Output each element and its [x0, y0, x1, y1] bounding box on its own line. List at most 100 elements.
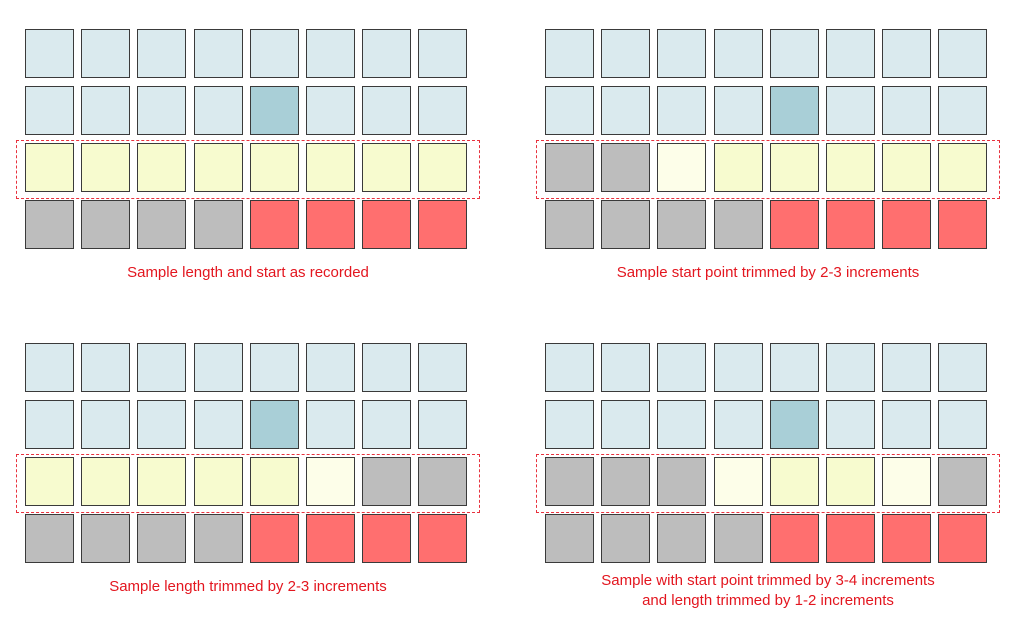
pad-red — [770, 514, 819, 563]
pad-bluelight — [545, 343, 594, 392]
pad-row-1 — [545, 29, 991, 78]
pad-yellow — [137, 143, 186, 192]
pad-gray — [81, 200, 130, 249]
pad-bluelight — [938, 400, 987, 449]
pad-row-3 — [545, 143, 991, 192]
pad-bluelight — [714, 86, 763, 135]
caption-line: Sample length and start as recorded — [127, 264, 369, 281]
pad-yellow — [137, 457, 186, 506]
panel-caption: Sample with start point trimmed by 3-4 i… — [535, 571, 1001, 611]
pad-bluelight — [25, 29, 74, 78]
pad-bluelight — [306, 343, 355, 392]
pad-bluelight — [81, 343, 130, 392]
pad-yellow — [250, 143, 299, 192]
pad-gray — [601, 143, 650, 192]
pad-bluelight — [418, 343, 467, 392]
pad-yellow — [938, 143, 987, 192]
pad-bluelight — [250, 29, 299, 78]
pad-bluelight — [137, 86, 186, 135]
pad-red — [770, 200, 819, 249]
pad-bluelight — [81, 29, 130, 78]
pad-bluelight — [545, 29, 594, 78]
pad-yellow — [770, 457, 819, 506]
pad-red — [882, 514, 931, 563]
pad-panel-2 — [536, 29, 1013, 319]
pad-bluedark — [250, 400, 299, 449]
pad-bluelight — [714, 343, 763, 392]
pad-row-2 — [545, 86, 991, 135]
pad-gray — [601, 457, 650, 506]
pad-gray — [657, 514, 706, 563]
pad-bluelight — [362, 86, 411, 135]
caption-line: and length trimmed by 1-2 increments — [642, 592, 894, 609]
pad-yellow — [25, 457, 74, 506]
pad-red — [250, 514, 299, 563]
pad-bluelight — [306, 86, 355, 135]
pad-bluelight — [882, 400, 931, 449]
pad-cream — [714, 457, 763, 506]
pad-bluelight — [81, 400, 130, 449]
pad-yellow — [362, 143, 411, 192]
pad-bluelight — [770, 29, 819, 78]
pad-gray — [545, 200, 594, 249]
pad-bluelight — [194, 400, 243, 449]
pad-red — [882, 200, 931, 249]
pad-bluelight — [25, 343, 74, 392]
pad-gray — [194, 514, 243, 563]
pad-bluelight — [601, 86, 650, 135]
pad-row-3 — [25, 143, 471, 192]
pad-row-3 — [545, 457, 991, 506]
pad-bluelight — [714, 400, 763, 449]
caption-line: Sample start point trimmed by 2-3 increm… — [616, 264, 920, 281]
pad-gray — [81, 514, 130, 563]
pad-gray — [714, 514, 763, 563]
pad-gray — [137, 514, 186, 563]
pad-red — [418, 200, 467, 249]
pad-bluelight — [25, 400, 74, 449]
pad-row-1 — [25, 29, 471, 78]
pad-bluelight — [137, 400, 186, 449]
pad-yellow — [81, 143, 130, 192]
pad-gray — [418, 457, 467, 506]
pad-row-4 — [545, 200, 991, 249]
pad-bluelight — [306, 400, 355, 449]
caption-line: Sample with start point trimmed by 3-4 i… — [601, 572, 935, 589]
pad-bluelight — [657, 86, 706, 135]
pad-yellow — [826, 457, 875, 506]
caption-line: Sample length trimmed by 2-3 increments — [109, 578, 387, 595]
pad-yellow — [306, 143, 355, 192]
pad-row-2 — [545, 400, 991, 449]
pad-cream — [306, 457, 355, 506]
pad-bluelight — [362, 400, 411, 449]
pad-bluelight — [418, 400, 467, 449]
pad-gray — [657, 457, 706, 506]
pad-gray — [714, 200, 763, 249]
pad-red — [826, 200, 875, 249]
pad-bluelight — [657, 400, 706, 449]
pad-yellow — [770, 143, 819, 192]
pad-bluelight — [362, 343, 411, 392]
pad-bluelight — [826, 343, 875, 392]
pad-row-4 — [25, 514, 471, 563]
pad-yellow — [250, 457, 299, 506]
pad-gray — [362, 457, 411, 506]
pad-gray — [657, 200, 706, 249]
pad-bluelight — [770, 343, 819, 392]
pad-bluelight — [81, 86, 130, 135]
pad-bluedark — [250, 86, 299, 135]
pad-gray — [194, 200, 243, 249]
panel-caption: Sample start point trimmed by 2-3 increm… — [535, 263, 1001, 283]
pad-bluelight — [194, 29, 243, 78]
pad-bluelight — [362, 29, 411, 78]
pad-red — [306, 514, 355, 563]
pad-bluelight — [826, 400, 875, 449]
panel-caption: Sample length and start as recorded — [15, 263, 481, 283]
pad-cream — [882, 457, 931, 506]
pad-gray — [938, 457, 987, 506]
pad-bluelight — [137, 343, 186, 392]
pad-red — [362, 200, 411, 249]
pad-row-1 — [545, 343, 991, 392]
pad-yellow — [194, 143, 243, 192]
pad-gray — [545, 143, 594, 192]
pad-bluelight — [826, 86, 875, 135]
